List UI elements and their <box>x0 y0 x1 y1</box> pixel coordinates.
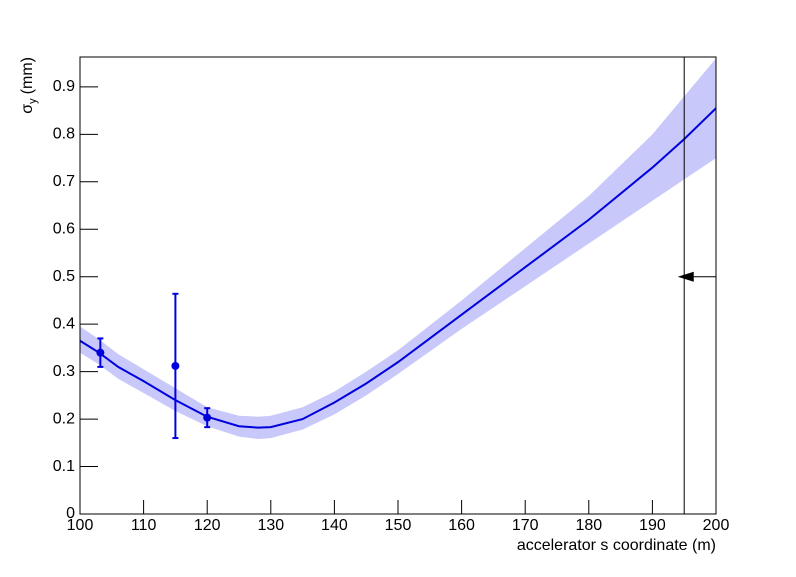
x-tick-label: 120 <box>194 517 221 534</box>
x-tick-label: 170 <box>512 517 539 534</box>
y-tick-label: 0.9 <box>53 78 75 95</box>
x-tick-label: 160 <box>448 517 475 534</box>
x-tick-label: 200 <box>703 517 730 534</box>
x-tick-label: 110 <box>131 517 157 534</box>
x-tick-label: 150 <box>385 517 412 534</box>
data-point <box>96 348 105 357</box>
plot-area <box>80 58 716 440</box>
y-label-sub: y <box>27 98 39 104</box>
data-point <box>203 413 212 422</box>
x-tick-label: 190 <box>639 517 666 534</box>
y-tick-label: 0.6 <box>53 220 75 237</box>
y-tick-label: 0 <box>66 505 75 522</box>
x-tick-label: 180 <box>575 517 602 534</box>
fit-line <box>80 107 716 429</box>
y-tick-label: 0.7 <box>53 173 75 190</box>
x-tick-label: 100 <box>67 517 94 534</box>
y-label-symbol: σ <box>19 104 36 114</box>
x-tick-label: 140 <box>321 517 348 534</box>
x-tick-label: 130 <box>257 517 284 534</box>
y-tick-label: 0.2 <box>53 410 75 427</box>
y-tick-label: 0.3 <box>53 363 75 380</box>
y-tick-label: 0.4 <box>53 315 75 332</box>
y-tick-label: 0.8 <box>53 126 75 143</box>
arrow-head <box>677 271 694 282</box>
y-tick-label: 0.1 <box>53 458 75 475</box>
y-axis-label: σy (mm) <box>19 57 39 114</box>
data-point <box>171 361 180 370</box>
y-tick-label: 0.5 <box>53 268 75 285</box>
x-axis-label: accelerator s coordinate (m) <box>517 537 716 554</box>
frame <box>79 56 717 515</box>
y-label-unit: (mm) <box>19 57 36 94</box>
